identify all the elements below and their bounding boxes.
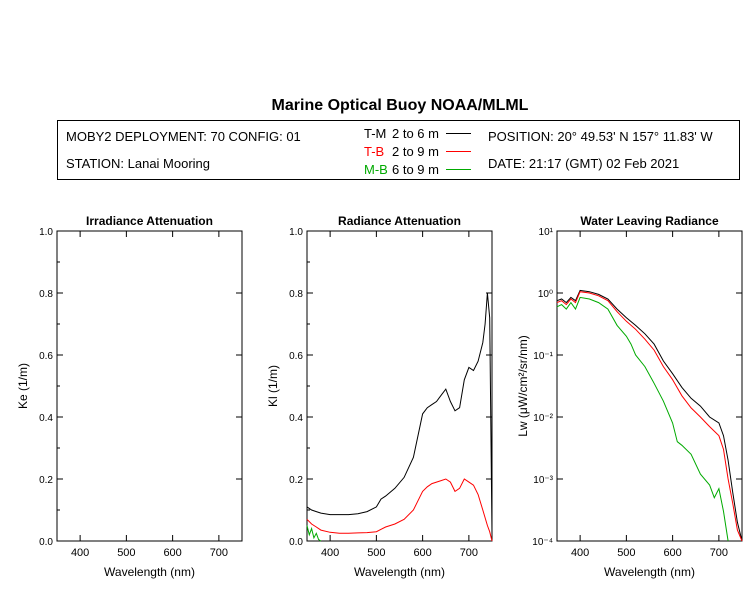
panel-1-xtick-label: 600 bbox=[163, 547, 181, 559]
panel-3-ytick-label: 10⁻³ bbox=[533, 475, 553, 486]
panel-1-ytick-label: 1.0 bbox=[39, 227, 53, 238]
panel-2-series-m-b bbox=[306, 525, 322, 542]
panel-2-xtick-label: 600 bbox=[413, 547, 431, 559]
panel-3-title: Water Leaving Radiance bbox=[580, 214, 719, 228]
panel-1-ytick-label: 0.6 bbox=[39, 351, 53, 362]
panel-3-xtick-label: 600 bbox=[663, 547, 681, 559]
panel-2-series-t-b bbox=[306, 478, 493, 542]
panel-1-ytick-label: 0.8 bbox=[39, 289, 53, 300]
panel-1-ytick-label: 0.2 bbox=[39, 475, 53, 486]
panel-1-xtick-label: 400 bbox=[71, 547, 89, 559]
panel-2-ytick-label: 0.6 bbox=[289, 351, 303, 362]
legend-line-tb bbox=[446, 151, 471, 152]
deployment-text: MOBY2 DEPLOYMENT: 70 CONFIG: 01 bbox=[66, 129, 301, 144]
panel-3-xtick-label: 400 bbox=[571, 547, 589, 559]
panel-2-ylabel: Kl (1/m) bbox=[266, 365, 280, 407]
panel-1-ytick-label: 0.0 bbox=[39, 537, 53, 548]
panel-2-ytick-label: 0.4 bbox=[289, 413, 303, 424]
panel-3-xtick-label: 700 bbox=[710, 547, 728, 559]
legend-line-tm bbox=[446, 133, 471, 134]
panel-3-ytick-label: 10⁻¹ bbox=[533, 351, 553, 362]
panel-2-xlabel: Wavelength (nm) bbox=[354, 565, 445, 579]
panel-2-ytick-label: 0.2 bbox=[289, 475, 303, 486]
panel-1-title: Irradiance Attenuation bbox=[86, 214, 213, 228]
legend-range-tm: 2 to 6 m bbox=[392, 126, 439, 141]
panel-1-frame bbox=[56, 230, 243, 542]
panel-3-xlabel: Wavelength (nm) bbox=[604, 565, 695, 579]
panel-1-ylabel: Ke (1/m) bbox=[16, 363, 30, 409]
panel-3-series-m-b bbox=[556, 296, 729, 542]
legend-range-tb: 2 to 9 m bbox=[392, 144, 439, 159]
position-text: POSITION: 20° 49.53' N 157° 11.83' W bbox=[488, 129, 713, 144]
panel-2-xtick-label: 400 bbox=[321, 547, 339, 559]
date-text: DATE: 21:17 (GMT) 02 Feb 2021 bbox=[488, 156, 680, 171]
panel-2-ytick-label: 1.0 bbox=[289, 227, 303, 238]
panel-3-ytick-label: 10¹ bbox=[539, 227, 554, 238]
panel-3-ytick-label: 10⁻² bbox=[533, 413, 553, 424]
panel-1-xtick-label: 500 bbox=[117, 547, 135, 559]
legend-label-mb: M-B bbox=[364, 162, 388, 177]
panel-3-xtick-label: 500 bbox=[617, 547, 635, 559]
panel-3-series-t-b bbox=[556, 291, 743, 542]
panel-2-ytick-label: 0.0 bbox=[289, 537, 303, 548]
panel-1-xlabel: Wavelength (nm) bbox=[104, 565, 195, 579]
legend-line-mb bbox=[446, 169, 471, 170]
legend-label-tb: T-B bbox=[364, 144, 385, 159]
info-box: MOBY2 DEPLOYMENT: 70 CONFIG: 01 STATION:… bbox=[57, 120, 740, 180]
panel-3-series-t-m bbox=[556, 289, 743, 542]
station-text: STATION: Lanai Mooring bbox=[66, 156, 211, 171]
panel-3-ylabel: Lw (μW/cm²/sr/nm) bbox=[516, 335, 530, 437]
panel-1-xtick-label: 700 bbox=[210, 547, 228, 559]
panel-3-ytick-label: 10⁻⁴ bbox=[532, 537, 553, 548]
panel-3-frame bbox=[556, 230, 743, 542]
panel-2-frame bbox=[306, 230, 493, 542]
panel-1-ytick-label: 0.4 bbox=[39, 413, 53, 424]
figure-title: Marine Optical Buoy NOAA/MLML bbox=[271, 97, 529, 114]
panel-2-ytick-label: 0.8 bbox=[289, 289, 303, 300]
legend-range-mb: 6 to 9 m bbox=[392, 162, 439, 177]
panel-2-series-t-m bbox=[306, 292, 493, 535]
panel-3-ytick-label: 10⁰ bbox=[538, 289, 553, 300]
legend-label-tm: T-M bbox=[364, 126, 387, 141]
panel-2-xtick-label: 500 bbox=[367, 547, 385, 559]
panel-2-xtick-label: 700 bbox=[460, 547, 478, 559]
panel-2-title: Radiance Attenuation bbox=[338, 214, 461, 228]
